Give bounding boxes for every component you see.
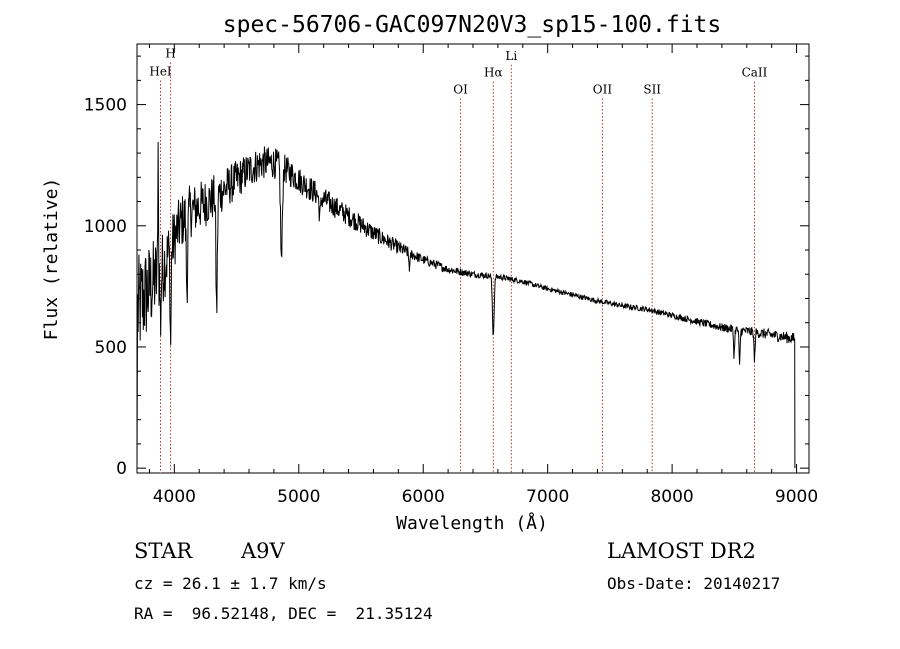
observation-date: Obs-Date: 20140217 xyxy=(607,574,781,593)
coordinates-text: RA = 96.52148, DEC = 21.35124 xyxy=(134,604,433,623)
spectral-subclass: A9V xyxy=(241,539,285,563)
axis-ticks: 4000 5000 6000 7000 8000 9000 0 500 1000 1500 xyxy=(84,44,818,507)
y-tick-label: 500 xyxy=(95,338,127,358)
x-tick-label: 8000 xyxy=(650,487,693,507)
x-tick-label: 6000 xyxy=(402,487,445,507)
y-tick-label: 0 xyxy=(116,459,127,479)
spectral-line-label: CaII xyxy=(742,66,768,80)
spectral-line-label: Li xyxy=(505,49,517,63)
spectral-line-label: OI xyxy=(453,83,468,97)
x-axis-label: Wavelength (Å) xyxy=(396,512,548,534)
y-tick-label: 1000 xyxy=(84,217,127,237)
x-tick-label: 7000 xyxy=(526,487,569,507)
object-type: STAR xyxy=(134,539,193,563)
spectral-line-label: SII xyxy=(643,83,661,97)
y-tick-label: 1500 xyxy=(84,96,127,116)
x-tick-label: 9000 xyxy=(775,487,818,507)
survey-name: LAMOST DR2 xyxy=(607,539,756,563)
x-tick-label: 5000 xyxy=(277,487,320,507)
redshift-text: cz = 26.1 ± 1.7 km/s xyxy=(134,574,327,593)
plot-frame xyxy=(136,43,810,474)
x-tick-label: 4000 xyxy=(153,487,196,507)
spectral-line-label: Hα xyxy=(484,66,503,80)
chart-title: spec-56706-GAC097N20V3_sp15-100.fits xyxy=(223,12,722,38)
y-axis-label: Flux (relative) xyxy=(41,178,62,341)
spectral-line-label: OII xyxy=(593,83,613,97)
spectral-line-label: HeI xyxy=(149,65,172,79)
spectrum-line xyxy=(136,141,796,469)
spectral-line-label: H xyxy=(165,46,175,60)
